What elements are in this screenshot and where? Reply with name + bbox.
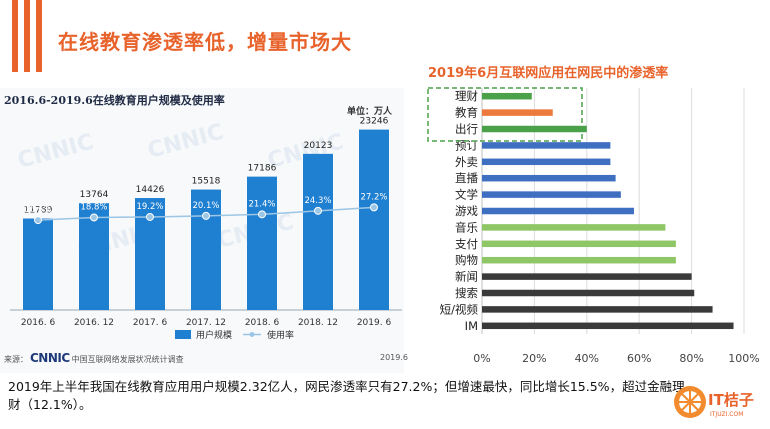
user-scale-bar bbox=[23, 218, 53, 310]
penetration-bar bbox=[482, 142, 611, 149]
usage-rate-point bbox=[258, 210, 266, 219]
penetration-bar bbox=[482, 224, 666, 231]
itjuzi-logo: IT桔子 ITJUZI.COM bbox=[674, 386, 754, 418]
user-scale-chart: CNNIC CNNIC CNNIC CNNIC CNNIC 1178913764… bbox=[10, 117, 402, 341]
penetration-bar bbox=[482, 322, 734, 330]
usage-rate-label: 19.2% bbox=[136, 202, 163, 212]
x-tick-label: 2016. 12 bbox=[74, 318, 114, 328]
usage-rate-point bbox=[314, 206, 322, 215]
user-scale-label: 15518 bbox=[192, 177, 221, 187]
usage-rate-point bbox=[34, 216, 42, 225]
user-scale-bar bbox=[247, 176, 277, 310]
penetration-bar bbox=[482, 306, 713, 313]
legend-label-rate: 使用率 bbox=[267, 329, 294, 341]
legend-swatch-scale bbox=[175, 330, 191, 339]
category-label: 游戏 bbox=[455, 204, 478, 218]
source-prefix: 来源： bbox=[4, 355, 28, 364]
usage-rate-label: 20.1% bbox=[192, 201, 219, 211]
x-tick-label: 2017. 6 bbox=[133, 318, 168, 328]
usage-rate-label: 21.4% bbox=[248, 199, 275, 209]
category-label: 出行 bbox=[455, 122, 478, 136]
category-label: 教育 bbox=[455, 106, 478, 120]
x-tick-label: 2018. 12 bbox=[298, 318, 338, 328]
user-scale-chart-title: 2016.6-2019.6在线教育用户规模及使用率 bbox=[4, 94, 225, 107]
category-label: 预订 bbox=[455, 138, 478, 152]
user-scale-unit: 单位：万人 bbox=[347, 107, 393, 117]
category-label: 支付 bbox=[455, 237, 478, 251]
watermark-1: CNNIC bbox=[15, 130, 96, 174]
category-label: 短/视频 bbox=[440, 302, 479, 316]
x-tick-label: 2017. 12 bbox=[186, 318, 226, 328]
user-scale-label: 11789 bbox=[24, 206, 53, 216]
category-label: 搜索 bbox=[455, 286, 478, 300]
user-scale-bar bbox=[303, 153, 333, 310]
source-note: 来源： CNNIC 中国互联网络发展状况统计调查 bbox=[4, 351, 184, 365]
category-label: 音乐 bbox=[455, 220, 478, 234]
user-scale-label: 23246 bbox=[360, 117, 389, 127]
category-label: 理财 bbox=[455, 89, 478, 103]
legend-label-scale: 用户规模 bbox=[196, 329, 232, 341]
penetration-bar bbox=[482, 191, 621, 198]
usage-rate-label: 24.3% bbox=[304, 196, 331, 206]
logo-url: ITJUZI.COM bbox=[710, 411, 743, 418]
usage-rate-label: 27.2% bbox=[360, 192, 387, 202]
user-scale-bar bbox=[191, 189, 221, 310]
accent-bar-3 bbox=[36, 0, 42, 72]
source-brand: CNNIC bbox=[30, 351, 70, 365]
x-tick-label: 40% bbox=[575, 352, 599, 365]
category-label: 直播 bbox=[455, 171, 478, 185]
usage-rate-label: 18.8% bbox=[80, 202, 107, 212]
penetration-bar bbox=[482, 109, 553, 116]
accent-bar-2 bbox=[24, 0, 30, 72]
x-tick-label: 60% bbox=[627, 352, 651, 365]
category-label: IM bbox=[465, 319, 478, 333]
usage-rate-point bbox=[370, 203, 378, 212]
usage-rate-point bbox=[90, 213, 98, 222]
x-tick-label: 2019. 6 bbox=[357, 318, 392, 328]
user-scale-label: 20123 bbox=[304, 141, 333, 151]
penetration-chart-title: 2019年6月互联网应用在网民中的渗透率 bbox=[428, 66, 669, 81]
usage-rate-point bbox=[202, 211, 210, 220]
user-scale-bar bbox=[359, 129, 389, 310]
x-tick-label: 2018. 6 bbox=[245, 318, 280, 328]
watermark-2: CNNIC bbox=[145, 120, 226, 164]
logo-name: IT桔子 bbox=[708, 391, 754, 409]
source-date: 2019.6 bbox=[380, 353, 408, 362]
penetration-bar bbox=[482, 92, 532, 100]
usage-rate-label: 16.6% bbox=[24, 205, 51, 215]
penetration-bar bbox=[482, 125, 587, 133]
user-scale-label: 14426 bbox=[136, 185, 165, 195]
user-scale-label: 13764 bbox=[80, 190, 109, 200]
x-tick-label: 2016. 6 bbox=[21, 318, 56, 328]
category-label: 购物 bbox=[455, 253, 478, 267]
penetration-bar bbox=[482, 273, 692, 280]
x-tick-label: 100% bbox=[728, 352, 759, 365]
penetration-bar bbox=[482, 174, 616, 182]
penetration-bar bbox=[482, 256, 676, 264]
penetration-bar bbox=[482, 289, 695, 297]
accent-bar-1 bbox=[12, 0, 18, 72]
x-tick-label: 0% bbox=[473, 352, 490, 365]
category-label: 新闻 bbox=[455, 270, 478, 284]
category-label: 文学 bbox=[455, 188, 478, 202]
penetration-bar bbox=[482, 240, 676, 248]
source-text: 中国互联网络发展状况统计调查 bbox=[71, 355, 184, 364]
x-tick-label: 20% bbox=[522, 352, 546, 365]
legend-marker-rate bbox=[249, 332, 255, 337]
footer-text: 2019年上半年我国在线教育应用用户规模2.32亿人，网民渗透率只有27.2%；… bbox=[8, 379, 685, 412]
user-scale-label: 17186 bbox=[248, 164, 277, 174]
category-label: 外卖 bbox=[455, 155, 478, 169]
penetration-bar bbox=[482, 207, 634, 215]
legend: 用户规模 使用率 bbox=[175, 329, 294, 341]
penetration-bar bbox=[482, 158, 611, 166]
highlight-box bbox=[427, 87, 583, 142]
x-tick-label: 80% bbox=[679, 352, 703, 365]
usage-rate-point bbox=[146, 212, 154, 221]
page-headline: 在线教育渗透率低，增量市场大 bbox=[58, 30, 352, 54]
